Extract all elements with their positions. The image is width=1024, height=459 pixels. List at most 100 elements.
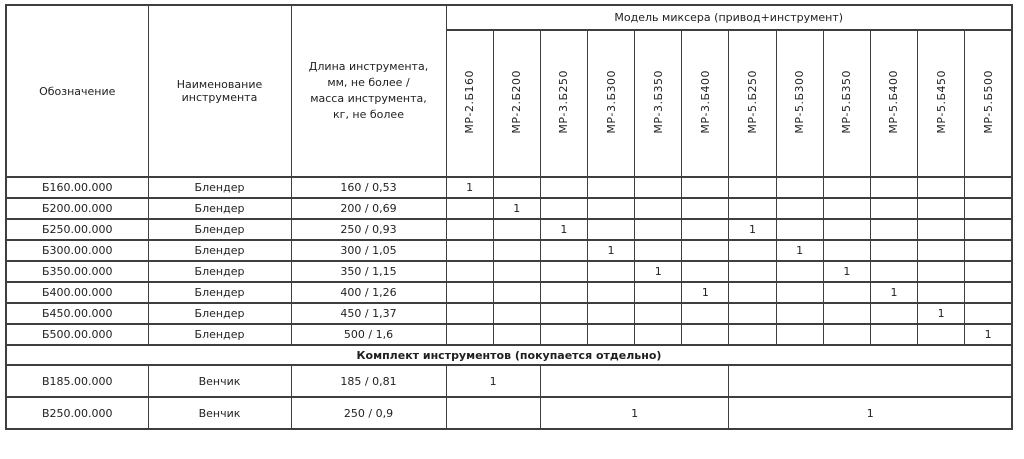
instrument-compatibility-table: Обозначение Наименование инструмента Дли…: [5, 4, 1013, 430]
cell-compatibility-mark: 1: [728, 218, 777, 241]
section-row: Комплект инструментов (покупается отдель…: [5, 344, 1013, 366]
cell-compatibility-mark: [964, 302, 1013, 325]
cell-compatibility-mark: [586, 323, 636, 346]
cell-compatibility-mark: [539, 323, 588, 346]
cell-compatibility-mark: [775, 281, 824, 304]
cell-compatibility-mark: [445, 302, 494, 325]
model-column-header: МР-5.Б300: [775, 29, 824, 178]
model-column-header: МР-5.Б500: [964, 29, 1013, 178]
table-row: Б350.00.000 Блендер 350 / 1,15 1 1: [5, 260, 1013, 283]
cell-compatibility-mark: [964, 239, 1013, 262]
cell-compatibility-mark: [775, 176, 824, 199]
cell-compatibility-mark: 1: [869, 281, 919, 304]
cell-compatibility-mark: [822, 302, 871, 325]
cell-compatibility-mark: [539, 239, 588, 262]
cell-designation: Б500.00.000: [5, 323, 149, 346]
cell-compatibility-mark: [586, 302, 636, 325]
cell-designation: Б250.00.000: [5, 218, 149, 241]
cell-designation: Б450.00.000: [5, 302, 149, 325]
model-column-header: МР-5.Б400: [869, 29, 919, 178]
cell-length-mass: 160 / 0,53: [290, 176, 447, 199]
cell-compatibility-mark: [539, 302, 588, 325]
cell-compatibility-mark: [822, 323, 871, 346]
model-column-label: МР-3.Б400: [698, 70, 712, 134]
model-column-header: МР-2.Б200: [492, 29, 541, 178]
cell-compatibility-mark: [728, 323, 777, 346]
model-column-label: МР-5.Б350: [840, 70, 854, 134]
cell-compatibility-mark: [728, 281, 777, 304]
cell-designation: Б300.00.000: [5, 239, 149, 262]
cell-instrument-name: Блендер: [147, 176, 292, 199]
cell-compatibility-mark: [586, 260, 636, 283]
table-row: В250.00.000 Венчик 250 / 0,9 1 1: [5, 396, 1013, 430]
cell-length-mass: 300 / 1,05: [290, 239, 447, 262]
cell-compatibility-mark: [917, 197, 966, 220]
cell-compatibility-mark: [492, 302, 541, 325]
cell-compatibility-mark: [539, 260, 588, 283]
cell-compatibility-mark: 1: [917, 302, 966, 325]
cell-compatibility-mark: [445, 260, 494, 283]
cell-instrument-name: Блендер: [147, 281, 292, 304]
cell-compatibility-mark: [728, 260, 777, 283]
header-row-models: МР-2.Б160 МР-2.Б200 МР-3.Б250 МР-3.Б300 МР-3…: [6, 29, 1013, 178]
cell-designation: В250.00.000: [5, 396, 149, 430]
cell-compatibility-mark: [869, 197, 919, 220]
col-header-mixer-model-group: Модель миксера (привод+инструмент): [445, 4, 1013, 31]
cell-length-mass: 450 / 1,37: [290, 302, 447, 325]
cell-compatibility-mark: 1: [586, 239, 636, 262]
table-row: Б200.00.000 Блендер 200 / 0,69 1: [5, 197, 1013, 220]
model-column-header: МР-5.Б350: [822, 29, 871, 178]
table-row: Б160.00.000 Блендер 160 / 0,53 1: [5, 176, 1013, 199]
model-column-label: МР-3.Б350: [651, 70, 665, 134]
cell-compatibility-mark: [445, 197, 494, 220]
cell-compatibility-mark: [539, 364, 730, 398]
instrument-compatibility-table-wrap: Обозначение Наименование инструмента Дли…: [5, 4, 1013, 430]
cell-compatibility-mark: [775, 197, 824, 220]
cell-compatibility-mark: [822, 218, 871, 241]
cell-length-mass: 250 / 0,9: [290, 396, 447, 430]
cell-compatibility-mark: [869, 176, 919, 199]
cell-compatibility-mark: [445, 218, 494, 241]
cell-designation: Б200.00.000: [5, 197, 149, 220]
cell-compatibility-mark: [681, 302, 730, 325]
cell-compatibility-mark: [492, 323, 541, 346]
cell-compatibility-mark: 1: [445, 176, 494, 199]
cell-compatibility-mark: [917, 323, 966, 346]
cell-compatibility-mark: 1: [822, 260, 871, 283]
model-column-label: МР-5.Б300: [793, 70, 807, 134]
cell-compatibility-mark: [775, 302, 824, 325]
cell-compatibility-mark: [586, 176, 636, 199]
cell-compatibility-mark: [869, 260, 919, 283]
cell-compatibility-mark: [728, 197, 777, 220]
cell-compatibility-mark: [634, 197, 683, 220]
cell-compatibility-mark: [492, 176, 541, 199]
cell-compatibility-mark: 1: [492, 197, 541, 220]
model-column-label: МР-3.Б250: [557, 70, 571, 134]
cell-compatibility-mark: 1: [775, 239, 824, 262]
cell-compatibility-mark: [634, 239, 683, 262]
model-column-label: МР-5.Б400: [887, 70, 901, 134]
model-column-header: МР-3.Б350: [634, 29, 683, 178]
cell-compatibility-mark: [492, 239, 541, 262]
cell-compatibility-mark: [492, 281, 541, 304]
cell-compatibility-mark: [775, 218, 824, 241]
cell-designation: Б160.00.000: [5, 176, 149, 199]
header-row-top: Обозначение Наименование инструмента Дли…: [5, 4, 1013, 178]
cell-compatibility-mark: [539, 176, 588, 199]
model-column-label: МР-5.Б450: [934, 70, 948, 134]
model-column-label: МР-3.Б300: [604, 70, 618, 134]
cell-compatibility-mark: [728, 176, 777, 199]
cell-compatibility-mark: [964, 281, 1013, 304]
cell-compatibility-mark: [634, 218, 683, 241]
cell-compatibility-mark: [681, 197, 730, 220]
table-row: Б450.00.000 Блендер 450 / 1,37 1: [5, 302, 1013, 325]
cell-compatibility-mark: [681, 218, 730, 241]
model-column-header: МР-2.Б160: [445, 29, 494, 178]
model-column-label: МР-2.Б160: [463, 70, 477, 134]
cell-length-mass: 350 / 1,15: [290, 260, 447, 283]
cell-compatibility-mark: [445, 396, 541, 430]
model-column-header: МР-5.Б450: [917, 29, 966, 178]
cell-instrument-name: Венчик: [147, 364, 292, 398]
cell-compatibility-mark: [917, 281, 966, 304]
cell-instrument-name: Венчик: [147, 396, 292, 430]
